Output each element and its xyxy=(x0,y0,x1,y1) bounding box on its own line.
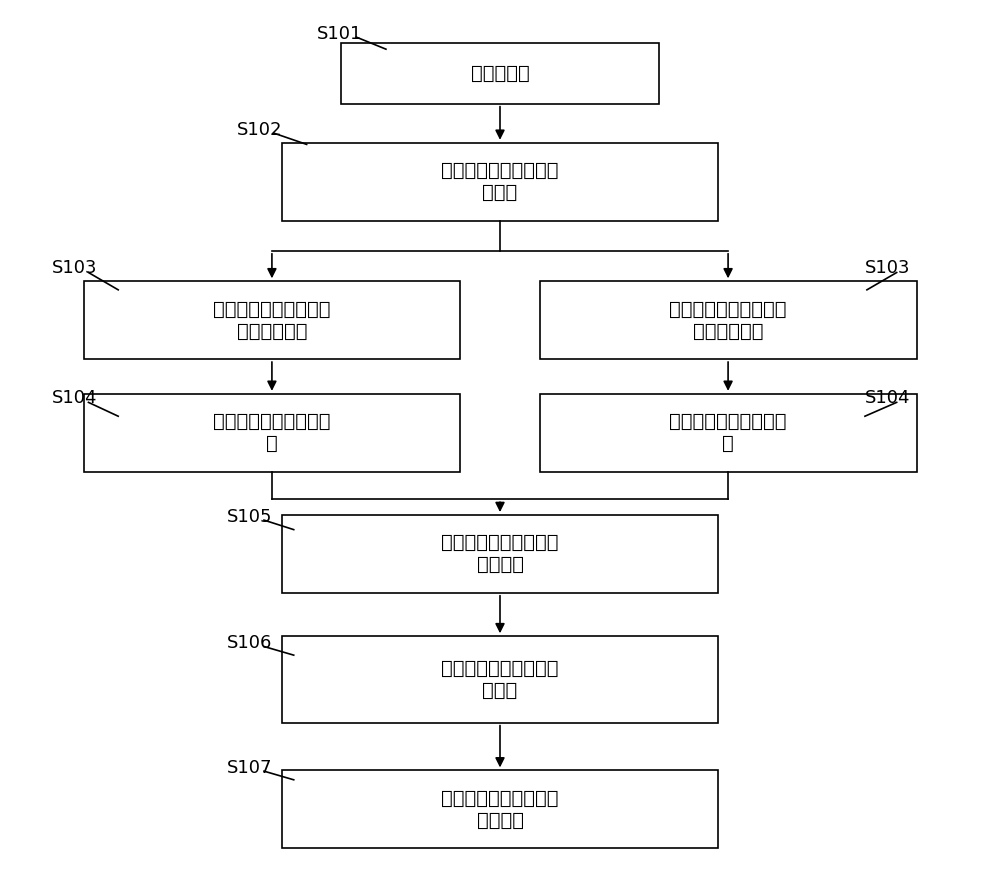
FancyBboxPatch shape xyxy=(84,281,460,359)
Text: 参考目标点分光强度比
例计算: 参考目标点分光强度比 例计算 xyxy=(441,659,559,700)
Text: S102: S102 xyxy=(237,121,283,139)
Text: 第二波段双通道图像采
集: 第二波段双通道图像采 集 xyxy=(669,413,787,454)
Text: S107: S107 xyxy=(227,759,273,777)
FancyBboxPatch shape xyxy=(540,281,917,359)
Text: S105: S105 xyxy=(227,508,273,525)
FancyBboxPatch shape xyxy=(282,142,718,220)
Text: S101: S101 xyxy=(317,25,362,44)
Text: S104: S104 xyxy=(865,389,910,407)
Text: S106: S106 xyxy=(227,634,273,652)
Text: 滤光片选取: 滤光片选取 xyxy=(471,64,529,83)
Text: S104: S104 xyxy=(52,389,97,407)
FancyBboxPatch shape xyxy=(282,515,718,593)
Text: 第一波段和第二波段灰
度值获取: 第一波段和第二波段灰 度值获取 xyxy=(441,533,559,574)
FancyBboxPatch shape xyxy=(282,770,718,848)
Text: 第一波段图像位置标定
与子图像匹配: 第一波段图像位置标定 与子图像匹配 xyxy=(213,300,331,341)
Text: 第一波段双通道图像采
集: 第一波段双通道图像采 集 xyxy=(213,413,331,454)
Text: S103: S103 xyxy=(865,260,910,277)
Text: 待测区域分光强度比例
分布计算: 待测区域分光强度比例 分布计算 xyxy=(441,788,559,829)
Text: 单相机比色测温系统位
置固定: 单相机比色测温系统位 置固定 xyxy=(441,161,559,202)
Text: S103: S103 xyxy=(52,260,97,277)
FancyBboxPatch shape xyxy=(341,43,659,104)
Text: 第二波段图像位置标定
与子图像匹配: 第二波段图像位置标定 与子图像匹配 xyxy=(669,300,787,341)
FancyBboxPatch shape xyxy=(84,393,460,472)
FancyBboxPatch shape xyxy=(282,636,718,723)
FancyBboxPatch shape xyxy=(540,393,917,472)
